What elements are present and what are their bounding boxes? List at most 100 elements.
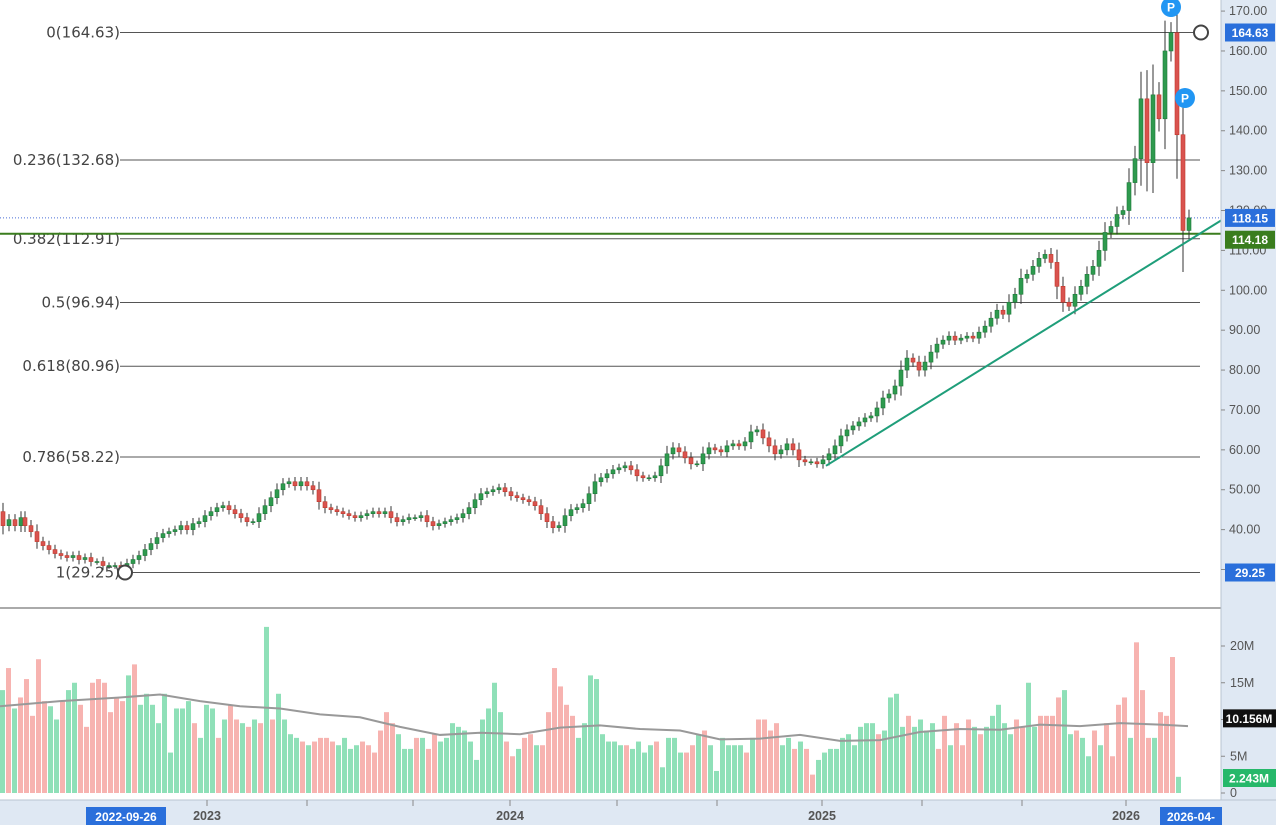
volume-bar[interactable] xyxy=(1176,776,1181,793)
candle-down[interactable] xyxy=(334,509,340,512)
volume-bar[interactable] xyxy=(0,690,5,793)
volume-bar[interactable] xyxy=(966,719,971,794)
candle-up[interactable] xyxy=(844,429,850,437)
volume-bar[interactable] xyxy=(930,723,935,793)
volume-bar[interactable] xyxy=(972,726,977,793)
candle-up[interactable] xyxy=(1084,274,1090,287)
candle-up[interactable] xyxy=(706,447,712,455)
candle-down[interactable] xyxy=(376,511,382,514)
volume-bar[interactable] xyxy=(360,741,365,793)
candle-down[interactable] xyxy=(12,519,18,526)
volume-bar[interactable] xyxy=(1068,734,1073,793)
volume-bar[interactable] xyxy=(300,741,305,793)
candle-down[interactable] xyxy=(40,541,46,546)
candle-up[interactable] xyxy=(448,519,454,522)
candle-up[interactable] xyxy=(898,369,904,387)
volume-bar[interactable] xyxy=(264,626,269,793)
volume-bar[interactable] xyxy=(1146,737,1151,793)
candle-up[interactable] xyxy=(178,525,184,530)
candle-down[interactable] xyxy=(796,449,802,461)
volume-bar[interactable] xyxy=(462,730,467,793)
candle-up[interactable] xyxy=(1006,301,1012,315)
candle-down[interactable] xyxy=(226,505,232,510)
volume-bar[interactable] xyxy=(600,734,605,793)
volume-bar[interactable] xyxy=(294,737,299,793)
candle-up[interactable] xyxy=(664,453,670,467)
candle-up[interactable] xyxy=(196,521,202,524)
candle-down[interactable] xyxy=(1156,94,1162,120)
volume-bar[interactable] xyxy=(1050,715,1055,793)
candle-up[interactable] xyxy=(1012,293,1018,303)
volume-bar[interactable] xyxy=(390,723,395,793)
volume-bar[interactable] xyxy=(888,697,893,793)
candle-up[interactable] xyxy=(214,507,220,512)
candle-up[interactable] xyxy=(1138,98,1144,159)
candle-up[interactable] xyxy=(946,335,952,341)
volume-bar[interactable] xyxy=(270,719,275,794)
volume-bar[interactable] xyxy=(636,741,641,793)
volume-bar[interactable] xyxy=(492,682,497,793)
candle-down[interactable] xyxy=(304,481,310,487)
candle-up[interactable] xyxy=(442,521,448,524)
volume-bar[interactable] xyxy=(954,723,959,793)
candle-up[interactable] xyxy=(562,515,568,526)
volume-bar[interactable] xyxy=(216,737,221,793)
candle-down[interactable] xyxy=(514,495,520,499)
candle-down[interactable] xyxy=(316,489,322,502)
volume-bar[interactable] xyxy=(666,737,671,793)
volume-bar[interactable] xyxy=(618,745,623,793)
candle-up[interactable] xyxy=(130,559,136,564)
volume-bar[interactable] xyxy=(1098,745,1103,793)
candle-down[interactable] xyxy=(736,443,742,447)
volume-bar[interactable] xyxy=(630,748,635,793)
volume-bar[interactable] xyxy=(648,745,653,793)
candle-down[interactable] xyxy=(352,515,358,518)
candle-down[interactable] xyxy=(640,475,646,479)
candle-up[interactable] xyxy=(646,477,652,480)
candle-up[interactable] xyxy=(988,317,994,327)
candle-down[interactable] xyxy=(544,513,550,522)
volume-bar[interactable] xyxy=(720,737,725,793)
volume-bar[interactable] xyxy=(234,719,239,794)
volume-bar[interactable] xyxy=(1152,737,1157,793)
candle-down[interactable] xyxy=(772,445,778,455)
candle-up[interactable] xyxy=(754,429,760,433)
volume-bar[interactable] xyxy=(876,734,881,793)
volume-bar[interactable] xyxy=(942,715,947,793)
candle-up[interactable] xyxy=(220,505,226,508)
volume-bar[interactable] xyxy=(282,719,287,794)
volume-bar[interactable] xyxy=(1134,642,1139,793)
candle-up[interactable] xyxy=(94,561,100,563)
volume-bar[interactable] xyxy=(378,730,383,793)
candle-down[interactable] xyxy=(1060,286,1066,303)
candle-down[interactable] xyxy=(1054,262,1060,287)
volume-bar[interactable] xyxy=(1008,734,1013,793)
volume-moving-average-line[interactable] xyxy=(0,693,1189,742)
candle-up[interactable] xyxy=(724,445,730,453)
volume-bar[interactable] xyxy=(912,726,917,793)
candle-down[interactable] xyxy=(424,515,430,522)
volume-bar[interactable] xyxy=(450,723,455,793)
candle-up[interactable] xyxy=(262,505,268,514)
volume-bar[interactable] xyxy=(6,668,11,793)
volume-bar[interactable] xyxy=(1014,719,1019,794)
volume-bar[interactable] xyxy=(1044,715,1049,793)
volume-bar[interactable] xyxy=(210,708,215,793)
volume-bar[interactable] xyxy=(642,752,647,793)
candle-down[interactable] xyxy=(58,553,64,556)
candle-up[interactable] xyxy=(460,513,466,518)
volume-bar[interactable] xyxy=(606,741,611,793)
volume-bar[interactable] xyxy=(936,748,941,793)
volume-bar[interactable] xyxy=(42,701,47,793)
candle-up[interactable] xyxy=(454,517,460,520)
candle-up[interactable] xyxy=(856,421,862,427)
candle-up[interactable] xyxy=(106,565,112,567)
volume-bar[interactable] xyxy=(672,737,677,793)
volume-bar[interactable] xyxy=(198,737,203,793)
volume-bar[interactable] xyxy=(180,708,185,793)
volume-bar[interactable] xyxy=(372,752,377,793)
volume-bar[interactable] xyxy=(486,708,491,793)
candle-down[interactable] xyxy=(232,509,238,514)
candle-up[interactable] xyxy=(1132,158,1138,183)
volume-bar[interactable] xyxy=(432,734,437,793)
